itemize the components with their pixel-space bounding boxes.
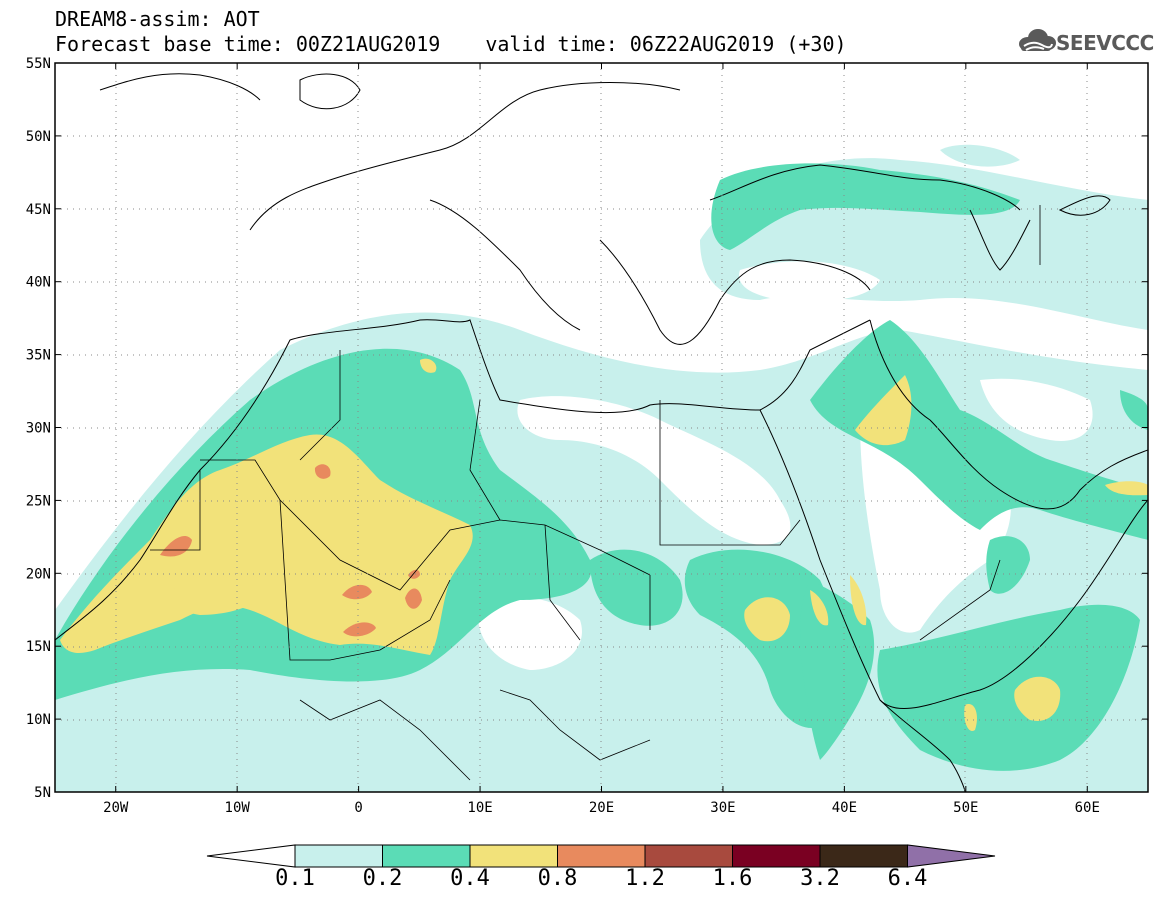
lat-tick-label: 55N: [26, 56, 51, 72]
colorbar-label: 1.2: [625, 866, 665, 891]
colorbar-label: 6.4: [887, 866, 928, 891]
lat-tick-label: 20N: [26, 566, 51, 582]
axis-ticks: [55, 62, 1148, 793]
lat-tick-label: 40N: [26, 275, 51, 291]
lon-tick-label: 10E: [467, 800, 492, 816]
lon-tick-label: 0: [354, 800, 362, 816]
colorbar-label: 0.4: [450, 866, 490, 891]
lon-tick-label: 50E: [953, 800, 978, 816]
graticule: [55, 63, 1148, 792]
country-borders: [150, 205, 1041, 781]
lat-tick-label: 25N: [26, 493, 51, 509]
colorbar-label: 0.1: [275, 866, 315, 891]
lat-tick-label: 35N: [26, 348, 51, 364]
lat-tick-label: 10N: [26, 712, 51, 728]
lat-tick-label: 45N: [26, 202, 51, 218]
aot-level-0-8: [160, 464, 422, 637]
coastlines: [55, 73, 1148, 792]
lon-tick-label: 40E: [832, 800, 857, 816]
valid-time: valid time: 06Z22AUG2019 (+30): [485, 32, 847, 56]
lon-tick-label: 20E: [589, 800, 614, 816]
lon-tick-label: 20W: [103, 800, 129, 816]
cloud-icon: [1019, 29, 1056, 51]
lon-tick-label: 10W: [225, 800, 251, 816]
latitude-labels: 55N 50N 45N 40N 35N 30N 25N 20N 15N 10N 5N: [26, 56, 51, 801]
map-title: DREAM8-assim: AOT: [55, 7, 260, 31]
longitude-labels: 20W 10W 0 10E 20E 30E 40E 50E 60E: [103, 800, 1100, 816]
colorbar-label: 0.2: [362, 866, 403, 891]
lon-tick-label: 30E: [710, 800, 735, 816]
colorbar-label: 1.6: [712, 866, 753, 891]
forecast-time-line: Forecast base time: 00Z21AUG2019 valid ti…: [55, 33, 847, 55]
aot-level-0-4: [60, 358, 1148, 731]
aot-shading: [55, 144, 1148, 792]
colorbar-label: 3.2: [800, 866, 840, 891]
colorbar-label: 0.8: [537, 866, 578, 891]
logo-text: SEEVCCC: [1056, 31, 1154, 55]
lat-tick-label: 30N: [26, 421, 51, 437]
forecast-base-time: Forecast base time: 00Z21AUG2019: [55, 32, 441, 56]
lat-tick-label: 5N: [34, 785, 51, 801]
lat-tick-label: 50N: [26, 129, 51, 145]
lat-tick-label: 15N: [26, 639, 51, 655]
lon-tick-label: 60E: [1075, 800, 1100, 816]
